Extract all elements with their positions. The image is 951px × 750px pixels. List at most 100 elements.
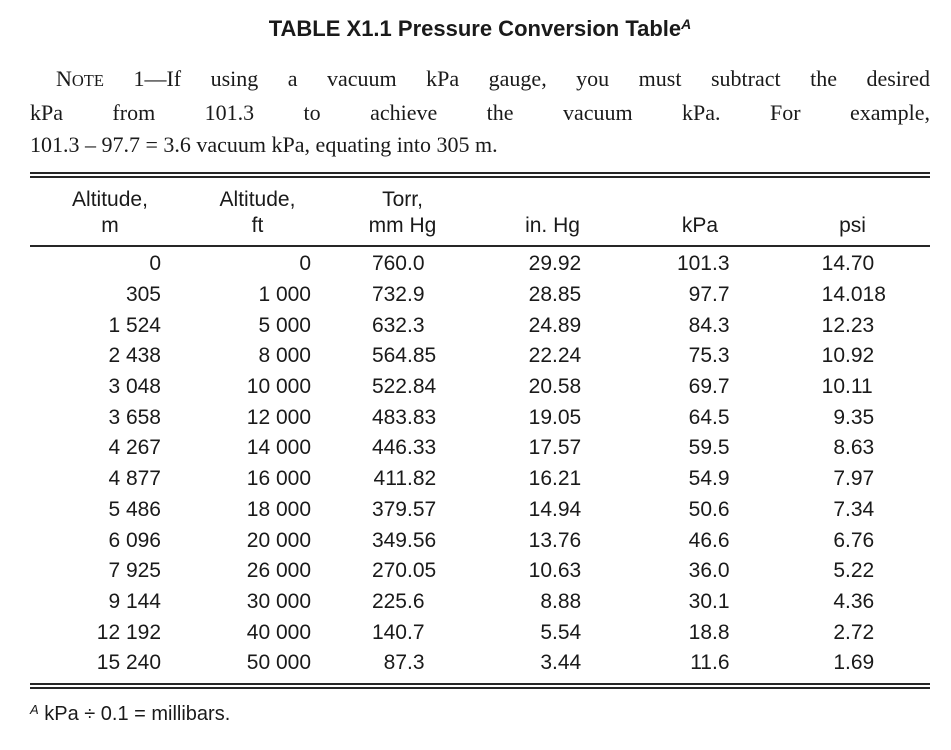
table-cell: 5.54: [540, 620, 582, 644]
column-header-line2: m: [101, 214, 119, 237]
table-cell: 75.3: [688, 344, 730, 368]
note-label-cap: N: [56, 66, 72, 91]
table-cell: 101.3: [676, 252, 730, 276]
table-bottom-rule: [30, 682, 930, 689]
column-header-in-hg: in. Hg: [480, 186, 625, 239]
table-cell: 2 438: [108, 344, 161, 368]
column-header-line2: ft: [251, 214, 264, 237]
table-cell: 18 000: [246, 497, 311, 521]
table-cell: 8 000: [258, 344, 311, 368]
table-cell: 8.63: [833, 436, 875, 460]
table-cell: 10.11: [821, 375, 873, 399]
table-cell: 7.97: [833, 467, 875, 491]
table-row: 3 658 12 000 483.83 19.05 64.5 9.35: [30, 402, 930, 433]
table-cell: 16.21: [528, 467, 582, 491]
table-cell: 11.6: [690, 651, 730, 675]
table-cell: 483.83: [371, 405, 437, 429]
column-header-torr-mm-hg: Torr, mm Hg: [325, 186, 480, 239]
table-cell: 1.69: [833, 651, 875, 675]
table-cell: 24.89: [528, 313, 582, 337]
table-footnote: A kPa ÷ 0.1 = millibars.: [30, 702, 930, 726]
table-cell: 760.0: [371, 252, 425, 276]
table-cell: 14 000: [246, 436, 311, 460]
table-cell: 4.36: [833, 589, 875, 613]
table-cell: 10.63: [528, 559, 582, 583]
table-row: 1 524 5 000 632.3 24.89 84.3 12.23: [30, 310, 930, 341]
table-cell: 270.05: [371, 559, 437, 583]
table-cell: 305: [125, 283, 161, 307]
table-cell: 26 000: [246, 559, 311, 583]
column-header-psi: psi: [775, 186, 930, 239]
table-cell: 64.5: [688, 405, 730, 429]
table-cell: 18.8: [688, 620, 730, 644]
column-header-line1: Torr,: [382, 188, 423, 211]
table-cell: 9.35: [833, 405, 875, 429]
table-row: 15 240 50 000 87.3 3.44 11.6 1.69: [30, 648, 930, 679]
table-title-footnote-ref: A: [681, 16, 692, 32]
table-cell: 3 658: [108, 405, 161, 429]
table-cell: 17.57: [528, 436, 582, 460]
pressure-conversion-table: Altitude, m Altitude, ft Torr, mm Hg in.…: [30, 172, 930, 689]
table-cell: 2.72: [833, 620, 875, 644]
note-line-2: kPa from 101.3 to achieve the vacuum kPa…: [30, 100, 930, 125]
column-header-line2: mm Hg: [368, 214, 437, 237]
table-cell: 30.1: [688, 589, 730, 613]
table-cell: 140.7: [371, 620, 425, 644]
table-title-text: TABLE X1.1 Pressure Conversion Table: [268, 16, 682, 41]
table-cell: 20 000: [246, 528, 311, 552]
table-row: 3 048 10 000 522.84 20.58 69.7 10.11: [30, 372, 930, 403]
table-cell: 14.018: [821, 283, 886, 307]
table-cell: 97.7: [688, 283, 730, 307]
table-cell: 4 877: [108, 467, 161, 491]
table-cell: 50 000: [246, 651, 311, 675]
table-header-row: Altitude, m Altitude, ft Torr, mm Hg in.…: [30, 178, 930, 245]
table-top-rule: [30, 172, 930, 178]
table-cell: 1 524: [108, 313, 161, 337]
table-cell: 225.6: [371, 589, 425, 613]
table-cell: 14.70: [821, 252, 875, 276]
table-cell: 59.5: [688, 436, 730, 460]
table-cell: 12 000: [246, 405, 311, 429]
table-cell: 5.22: [833, 559, 875, 583]
table-row: 7 925 26 000 270.05 10.63 36.0 5.22: [30, 556, 930, 587]
table-cell: 10 000: [246, 375, 311, 399]
document-page: TABLE X1.1 Pressure Conversion TableA NO…: [30, 16, 930, 726]
column-header-altitude-ft: Altitude, ft: [190, 186, 325, 239]
table-cell: 12.23: [821, 313, 875, 337]
note-line-1-text: 1—If using a vacuum kPa gauge, you must …: [103, 66, 930, 91]
table-body: 0 0 760.0 29.92 101.3 14.70 305 1 000 732.9 28.85…: [30, 247, 930, 683]
table-row: 12 192 40 000 140.7 5.54 18.8 2.72: [30, 617, 930, 648]
column-header-line2: kPa: [681, 214, 719, 237]
table-cell: 84.3: [688, 313, 730, 337]
table-cell: 9 144: [108, 589, 161, 613]
table-cell: 29.92: [528, 252, 582, 276]
table-row: 305 1 000 732.9 28.85 97.7 14.018: [30, 280, 930, 311]
table-cell: 20.58: [528, 375, 582, 399]
table-cell: 0: [299, 252, 311, 276]
note-line-3: 101.3 – 97.7 = 3.6 vacuum kPa, equating …: [30, 132, 498, 157]
table-cell: 632.3: [371, 313, 425, 337]
table-cell: 50.6: [688, 497, 730, 521]
table-cell: 564.85: [371, 344, 437, 368]
table-cell: 732.9: [371, 283, 425, 307]
table-cell: 411.82: [373, 467, 437, 491]
table-cell: 14.94: [528, 497, 582, 521]
table-cell: 6.76: [833, 528, 875, 552]
table-cell: 0: [149, 252, 161, 276]
table-cell: 5 000: [258, 313, 311, 337]
table-header-rule: [30, 245, 930, 247]
column-header-kpa: kPa: [625, 186, 775, 239]
table-cell: 46.6: [688, 528, 730, 552]
table-title: TABLE X1.1 Pressure Conversion TableA: [30, 16, 930, 42]
table-cell: 22.24: [528, 344, 582, 368]
table-row: 2 438 8 000 564.85 22.24 75.3 10.92: [30, 341, 930, 372]
table-cell: 10.92: [821, 344, 875, 368]
note-line-1: NOTE 1—If using a vacuum kPa gauge, you …: [30, 63, 930, 97]
column-header-line1: Altitude,: [219, 188, 296, 211]
column-header-altitude-m: Altitude, m: [30, 186, 190, 239]
column-header-line2: in. Hg: [525, 214, 580, 237]
table-cell: 6 096: [108, 528, 161, 552]
table-cell: 522.84: [371, 375, 437, 399]
table-cell: 3.44: [540, 651, 582, 675]
footnote-ref: A: [30, 701, 39, 717]
